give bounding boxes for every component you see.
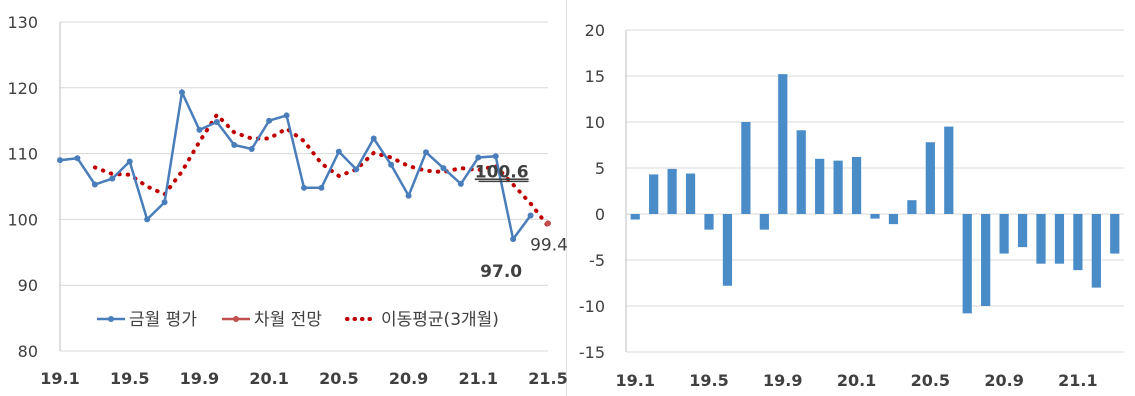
data-point xyxy=(335,148,342,155)
data-point xyxy=(405,192,412,199)
y-tick-label: 110 xyxy=(7,145,38,164)
data-label: 100.6 xyxy=(475,162,529,182)
data-point xyxy=(126,158,133,165)
y-tick-label: 20 xyxy=(585,21,605,40)
y-tick-label: 120 xyxy=(7,79,38,98)
series-line-current-month xyxy=(59,88,532,243)
x-tick-label: 19.1 xyxy=(615,371,654,390)
series-line-moving-average xyxy=(92,111,550,228)
bar xyxy=(1073,214,1083,271)
bar xyxy=(630,214,640,220)
x-tick-label: 20.1 xyxy=(249,369,288,388)
bar xyxy=(925,142,935,214)
bar xyxy=(685,173,696,214)
bar xyxy=(796,130,806,214)
data-point xyxy=(144,216,151,223)
data-point xyxy=(510,236,517,243)
x-tick-label: 20.9 xyxy=(389,369,428,388)
y-tick-label: 0 xyxy=(595,205,605,224)
data-point xyxy=(388,161,395,168)
data-point xyxy=(179,89,185,96)
data-point xyxy=(527,212,534,219)
y-tick-label: 10 xyxy=(585,113,605,132)
bar xyxy=(759,214,769,230)
x-tick-label: 20.5 xyxy=(319,369,358,388)
bar xyxy=(667,168,677,214)
data-point xyxy=(457,180,464,187)
y-tick-label: 15 xyxy=(585,67,605,86)
left-chart-panel: 80 90 100 110 120 130 19.1 19.5 19.9 20.1 20.5 20.9… xyxy=(0,0,568,396)
data-label: 97.0 xyxy=(480,262,522,282)
data-point xyxy=(492,153,499,160)
y-tick-label: 130 xyxy=(7,13,38,32)
line-chart-svg: 80 90 100 110 120 130 19.1 19.5 19.9 20.1 20.5 20.9… xyxy=(7,13,568,388)
bar xyxy=(962,214,972,314)
y-tick-label: -5 xyxy=(589,251,605,270)
x-tick-label: 21.5 xyxy=(528,369,567,388)
bar xyxy=(1091,214,1101,288)
x-tick-label: 19.1 xyxy=(40,369,79,388)
x-tick-label: 20.1 xyxy=(837,371,876,390)
y-tick-label: 100 xyxy=(7,210,38,229)
x-tick-label: 19.9 xyxy=(180,369,219,388)
bar xyxy=(722,214,733,286)
data-point xyxy=(440,165,447,172)
data-point xyxy=(475,154,482,161)
bar xyxy=(907,200,917,214)
data-point xyxy=(213,119,220,126)
x-tick-label: 21.1 xyxy=(459,369,498,388)
data-point xyxy=(196,126,203,133)
data-point xyxy=(318,184,325,191)
data-point xyxy=(353,166,360,173)
y-tick-label: 5 xyxy=(595,159,605,178)
x-tick-label: 19.5 xyxy=(110,369,149,388)
data-point xyxy=(74,155,81,162)
y-tick-label: 80 xyxy=(18,342,38,361)
data-point xyxy=(248,145,255,152)
bar xyxy=(833,160,843,214)
bar xyxy=(1036,214,1046,264)
data-point xyxy=(161,199,168,206)
data-point xyxy=(301,184,307,191)
bar xyxy=(649,174,659,214)
y-tick-label: -15 xyxy=(579,343,605,362)
data-point-forecast xyxy=(545,220,551,227)
data-point xyxy=(231,142,238,149)
bar xyxy=(888,214,899,225)
data-label: 99.4 xyxy=(530,235,568,255)
right-chart-panel: -15 -10 -5 0 5 10 15 20 19.1 19.5 19.9 20.1 20.5 20.9… xyxy=(568,0,1135,396)
bar xyxy=(981,214,991,306)
bar xyxy=(999,214,1009,254)
x-tick-label: 21.1 xyxy=(1058,371,1097,390)
bar xyxy=(851,156,862,214)
data-point xyxy=(109,175,116,182)
x-tick-label: 19.9 xyxy=(763,371,802,390)
legend-marker xyxy=(233,316,239,322)
bar xyxy=(870,214,880,219)
bar xyxy=(1017,214,1028,248)
data-point xyxy=(57,157,63,164)
x-tick-label: 19.5 xyxy=(689,371,728,390)
bar xyxy=(1110,214,1120,254)
legend-label: 이동평균(3개월) xyxy=(381,310,499,330)
bar xyxy=(778,74,788,214)
x-tick-label: 20.9 xyxy=(984,371,1023,390)
legend-marker xyxy=(108,316,114,322)
bar xyxy=(1054,214,1065,264)
x-tick-label: 20.5 xyxy=(911,371,950,390)
data-point xyxy=(91,181,98,188)
data-point xyxy=(370,135,377,142)
data-point xyxy=(423,149,429,156)
y-tick-label: 90 xyxy=(18,276,38,295)
bar-chart-svg: -15 -10 -5 0 5 10 15 20 19.1 19.5 19.9 20.1 20.5 20.9… xyxy=(579,21,1124,390)
data-point xyxy=(283,112,290,119)
bar xyxy=(704,214,714,230)
bar xyxy=(741,122,751,214)
bar xyxy=(944,126,954,214)
legend-label: 차월 전망 xyxy=(254,310,322,330)
legend-label: 금월 평가 xyxy=(129,310,197,330)
data-point xyxy=(266,117,273,124)
bar xyxy=(815,158,825,214)
y-tick-label: -10 xyxy=(579,297,605,316)
